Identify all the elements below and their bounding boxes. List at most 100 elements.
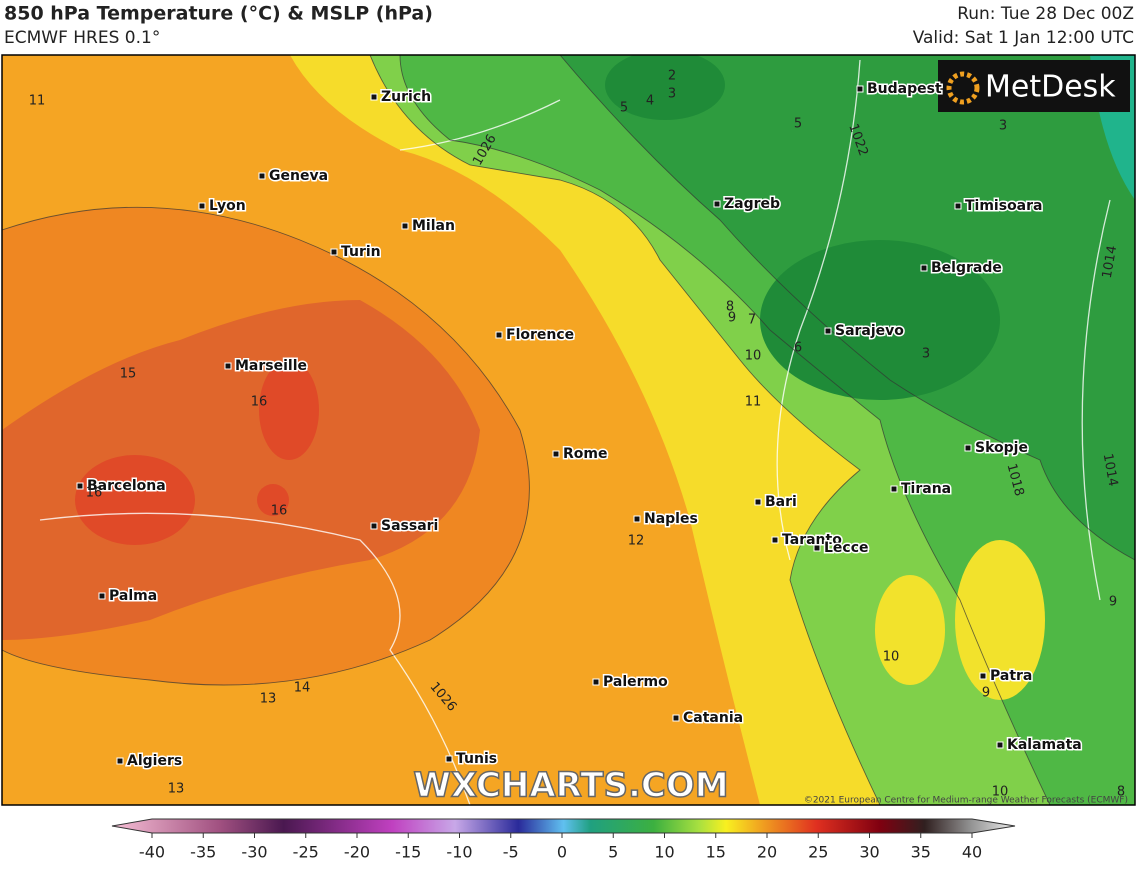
- copyright: ©2021 European Centre for Medium-range W…: [804, 796, 1128, 806]
- temp-zone: [605, 55, 725, 120]
- temp-zone: [75, 455, 195, 545]
- contour-label: 9: [982, 686, 990, 701]
- city-label: Catania: [683, 710, 743, 726]
- colorbar-tick-label: -15: [395, 843, 421, 862]
- contour-label: 10: [992, 785, 1009, 800]
- contour-label: 13: [168, 782, 185, 797]
- colorbar: [111, 818, 1016, 834]
- city-label: Rome: [563, 446, 607, 462]
- city-label: Tunis: [456, 751, 497, 767]
- city-label: Geneva: [269, 168, 328, 184]
- colorbar-tick-label: -5: [503, 843, 519, 862]
- city-label: Barcelona: [87, 478, 166, 494]
- colorbar-tick-label: -30: [241, 843, 267, 862]
- contour-label: 9: [728, 311, 736, 326]
- city-label: Sassari: [381, 518, 438, 534]
- contour-label: 11: [745, 395, 762, 410]
- contour-label: 1014: [1100, 244, 1121, 279]
- isobars: [39, 59, 1111, 805]
- city-marker: [592, 678, 600, 686]
- city-marker: [76, 482, 84, 490]
- city-label: Taranto: [782, 532, 842, 548]
- contour-label: 16: [271, 504, 288, 519]
- colorbar-ticks: -40 -35 -30 -25 -20 -15 -10 -5 0 5 10 15 20 25 30 35 40: [139, 833, 982, 862]
- map: [2, 55, 1135, 805]
- city-label: Palermo: [603, 674, 668, 690]
- city-marker: [198, 202, 206, 210]
- city-marker: [633, 515, 641, 523]
- city-marker: [672, 714, 680, 722]
- city-marker: [771, 536, 779, 544]
- contour-label: 5: [620, 101, 628, 116]
- city-label: Timisoara: [965, 198, 1043, 214]
- colorbar-tick-label: 20: [757, 843, 777, 862]
- colorbar-tick-label: -40: [139, 843, 165, 862]
- colorbar-tick-label: 5: [608, 843, 618, 862]
- contour-label: 2: [668, 69, 676, 84]
- temp-zone: [760, 240, 1000, 400]
- city-label: Lecce: [824, 540, 869, 556]
- colorbar-tick-label: 30: [859, 843, 879, 862]
- contour-label: 8: [726, 300, 734, 315]
- city-marker: [954, 202, 962, 210]
- city-marker: [754, 498, 762, 506]
- contour-label: 7: [748, 313, 756, 328]
- city-marker: [370, 522, 378, 530]
- city-label: Sarajevo: [835, 323, 904, 339]
- city-marker: [370, 93, 378, 101]
- city-label: Zurich: [381, 89, 431, 105]
- city-label: Zagreb: [724, 196, 780, 212]
- city-marker: [401, 222, 409, 230]
- city-marker: [98, 592, 106, 600]
- colorbar-tick-label: -25: [293, 843, 319, 862]
- colorbar-tick-label: 15: [706, 843, 726, 862]
- contour-label: 9: [1109, 595, 1117, 610]
- city-label: Lyon: [209, 198, 246, 214]
- contour-label: 1014: [1100, 452, 1121, 487]
- contour-label: 16: [251, 395, 268, 410]
- city-label: Milan: [412, 218, 455, 234]
- logo-box: [938, 60, 1130, 112]
- watermark: WXCHARTS.COM: [413, 766, 728, 806]
- temp-zone: [875, 575, 945, 685]
- colorbar-tick-label: 0: [557, 843, 567, 862]
- contours: [2, 55, 1135, 805]
- city-marker: [813, 544, 821, 552]
- city-marker: [920, 264, 928, 272]
- subtitle: ECMWF HRES 0.1°: [4, 28, 160, 48]
- contour-label: 10: [883, 650, 900, 665]
- contour-label: 3: [668, 87, 676, 102]
- valid-time: Valid: Sat 1 Jan 12:00 UTC: [913, 28, 1134, 48]
- logo: MetDesk: [985, 70, 1116, 105]
- city-marker: [979, 672, 987, 680]
- city-marker: [713, 200, 721, 208]
- city-marker: [552, 450, 560, 458]
- temp-zone: [2, 300, 480, 640]
- contour-label: 6: [794, 341, 802, 356]
- city-marker: [258, 172, 266, 180]
- contour-label: 13: [260, 692, 277, 707]
- city-label: Patra: [990, 668, 1032, 684]
- map-frame: [1, 54, 1136, 806]
- city-marker: [890, 485, 898, 493]
- city-label: Turin: [341, 244, 381, 260]
- city-marker: [856, 85, 864, 93]
- city-marker: [445, 755, 453, 763]
- colorbar-tick-label: 10: [654, 843, 674, 862]
- city-label: Belgrade: [931, 260, 1002, 276]
- contour-label: 4: [646, 94, 654, 109]
- city-marker: [964, 444, 972, 452]
- city-marker: [495, 331, 503, 339]
- temp-zone: [955, 540, 1045, 700]
- city-marker: [330, 248, 338, 256]
- city-label: Kalamata: [1007, 737, 1082, 753]
- cities: Zurich Budapest Geneva Lyon Zagreb Timisoara M…: [76, 80, 1083, 771]
- contour-label: 3: [999, 119, 1007, 134]
- city-marker: [116, 757, 124, 765]
- contour-label: 15: [120, 367, 137, 382]
- contour-label: 8: [1117, 785, 1125, 800]
- temp-zone: [259, 360, 319, 460]
- city-label: Naples: [644, 511, 698, 527]
